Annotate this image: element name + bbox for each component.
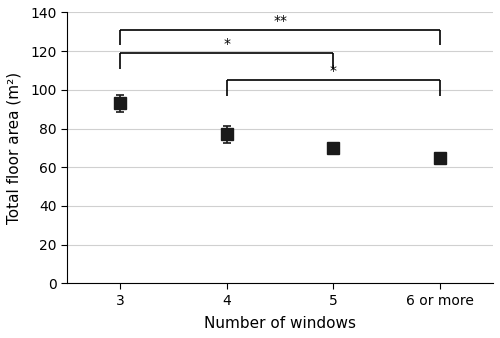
Text: **: ** <box>273 14 287 28</box>
X-axis label: Number of windows: Number of windows <box>204 316 356 331</box>
Text: *: * <box>330 64 337 78</box>
Y-axis label: Total floor area (m²): Total floor area (m²) <box>7 72 22 224</box>
Text: *: * <box>224 37 230 51</box>
